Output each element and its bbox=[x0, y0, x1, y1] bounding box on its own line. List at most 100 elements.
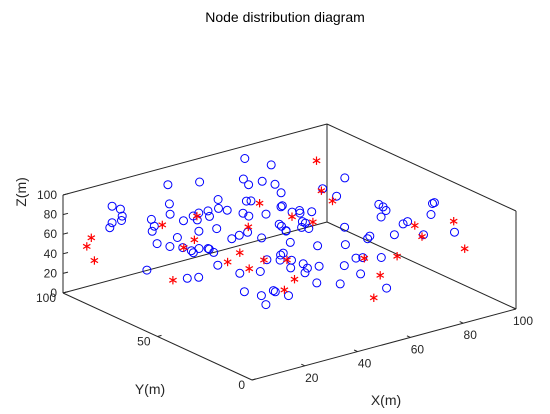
data-point-asterisk bbox=[308, 217, 317, 227]
data-point-circle bbox=[188, 248, 198, 258]
data-point-asterisk bbox=[317, 186, 326, 195]
data-point-circle bbox=[374, 199, 384, 209]
data-point-circle bbox=[256, 291, 266, 301]
z-tick-label: 0 bbox=[50, 286, 57, 300]
data-point-circle bbox=[182, 273, 192, 283]
data-point-circle bbox=[234, 230, 244, 240]
data-point-circle bbox=[300, 268, 310, 278]
data-point-circle bbox=[307, 207, 317, 217]
y-tick-mark bbox=[62, 291, 68, 294]
data-point-asterisk bbox=[190, 235, 199, 244]
data-point-circle bbox=[222, 205, 232, 215]
data-point-circle bbox=[381, 206, 391, 215]
data-point-circle bbox=[428, 199, 437, 208]
x-tick-mark bbox=[459, 321, 464, 324]
data-point-circle bbox=[240, 154, 250, 163]
x-tick-mark bbox=[301, 363, 306, 367]
y-tick-mark bbox=[157, 334, 162, 337]
data-point-circle bbox=[339, 261, 349, 271]
data-points bbox=[82, 154, 469, 310]
data-point-asterisk bbox=[223, 257, 232, 267]
z-axis: 0 20 40 60 80 100 bbox=[37, 188, 69, 300]
data-point-asterisk bbox=[283, 255, 291, 265]
data-point-circle bbox=[244, 180, 254, 190]
data-point-asterisk bbox=[82, 242, 91, 251]
data-point-circle bbox=[276, 250, 286, 260]
data-point-asterisk bbox=[280, 285, 289, 295]
data-point-circle bbox=[227, 234, 237, 244]
data-point-circle bbox=[277, 201, 287, 211]
data-point-asterisk bbox=[312, 156, 321, 165]
data-point-circle bbox=[376, 212, 386, 222]
data-point-circle bbox=[257, 176, 267, 186]
data-point-circle bbox=[213, 195, 223, 204]
data-point-circle bbox=[363, 234, 373, 244]
data-point-circle bbox=[165, 242, 175, 251]
data-point-circle bbox=[313, 241, 323, 251]
z-tick-label: 40 bbox=[44, 247, 58, 261]
data-point-circle bbox=[117, 216, 126, 225]
data-point-circle bbox=[356, 269, 366, 279]
z-tick-label: 80 bbox=[44, 208, 58, 222]
data-point-asterisk bbox=[158, 220, 167, 230]
z-tick-mark bbox=[62, 252, 69, 255]
data-point-circle bbox=[286, 263, 296, 273]
data-point-circle bbox=[203, 206, 213, 216]
data-point-circle bbox=[214, 203, 223, 213]
data-point-circle bbox=[195, 177, 205, 187]
data-point-asterisk bbox=[369, 293, 378, 302]
z-tick-label: 100 bbox=[37, 188, 57, 202]
data-point-circle bbox=[314, 261, 324, 271]
z-tick-mark bbox=[62, 212, 69, 216]
data-point-asterisk bbox=[449, 217, 458, 226]
data-point-circle bbox=[285, 237, 295, 247]
top-back-edge bbox=[62, 123, 328, 196]
x-tick-label: 40 bbox=[358, 357, 372, 371]
data-point-circle bbox=[186, 246, 196, 256]
data-point-circle bbox=[238, 208, 248, 218]
data-point-circle bbox=[398, 219, 408, 229]
data-point-circle bbox=[213, 260, 223, 270]
data-point-asterisk bbox=[393, 252, 402, 261]
data-point-circle bbox=[165, 209, 175, 219]
z-tick-label: 60 bbox=[44, 227, 58, 241]
data-point-circle bbox=[332, 191, 342, 201]
data-point-circle bbox=[117, 211, 127, 221]
data-point-circle bbox=[146, 214, 156, 224]
data-point-circle bbox=[209, 247, 219, 257]
data-point-circle bbox=[257, 233, 267, 243]
data-point-circle bbox=[238, 174, 248, 184]
data-point-circle bbox=[270, 179, 280, 189]
data-point-circle bbox=[276, 188, 286, 198]
data-point-circle bbox=[340, 240, 350, 250]
data-point-asterisk bbox=[376, 271, 385, 280]
y-axis: 0 50 100 bbox=[36, 291, 257, 392]
data-point-asterisk bbox=[328, 196, 337, 206]
data-point-circle bbox=[147, 226, 157, 236]
data-point-circle bbox=[266, 160, 276, 170]
data-point-circle bbox=[304, 224, 314, 233]
data-point-circle bbox=[235, 268, 245, 278]
data-point-circle bbox=[261, 209, 271, 219]
data-point-asterisk bbox=[418, 232, 426, 241]
data-point-circle bbox=[239, 287, 249, 297]
data-point-circle bbox=[268, 286, 278, 296]
y-tick-label: 100 bbox=[36, 291, 56, 305]
data-point-asterisk bbox=[360, 254, 369, 263]
data-point-circle bbox=[340, 222, 350, 232]
data-point-circle bbox=[107, 201, 117, 211]
data-point-asterisk bbox=[460, 244, 469, 253]
data-point-asterisk bbox=[235, 248, 244, 257]
data-point-circle bbox=[115, 204, 125, 214]
data-point-asterisk bbox=[193, 211, 201, 221]
data-point-circle bbox=[172, 233, 182, 242]
z-tick-mark bbox=[62, 193, 69, 196]
x-tick-label: 80 bbox=[464, 328, 478, 342]
x-axis-line bbox=[251, 308, 517, 381]
data-point-circle bbox=[340, 173, 350, 183]
data-point-circle bbox=[284, 291, 293, 301]
floor-right-edge bbox=[326, 221, 517, 310]
x-tick-label: 20 bbox=[305, 371, 319, 385]
z-tick-mark bbox=[62, 271, 69, 274]
data-point-circle bbox=[450, 227, 459, 237]
